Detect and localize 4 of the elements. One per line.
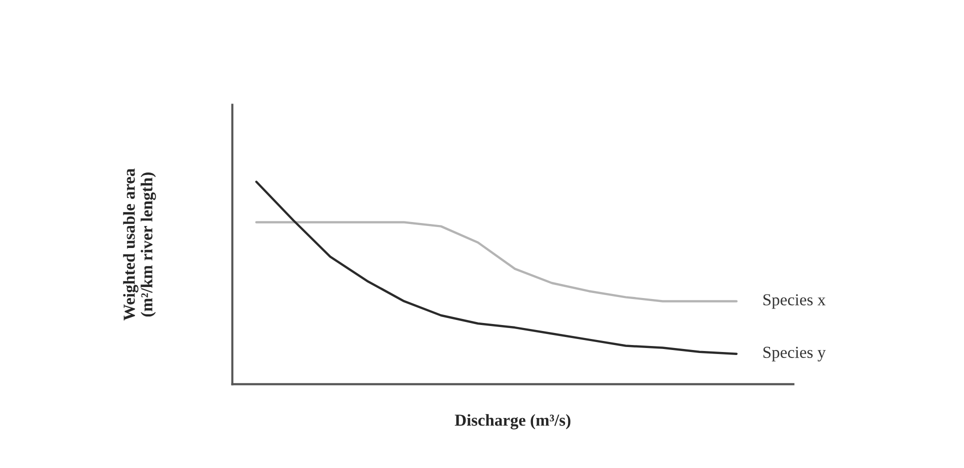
y-axis-title: Weighted usable area (m²/km river length) xyxy=(123,168,156,321)
x-axis-title: Discharge (m³/s) xyxy=(454,414,570,430)
series-label: Species y xyxy=(763,346,826,362)
series-label: Species x xyxy=(763,294,826,309)
